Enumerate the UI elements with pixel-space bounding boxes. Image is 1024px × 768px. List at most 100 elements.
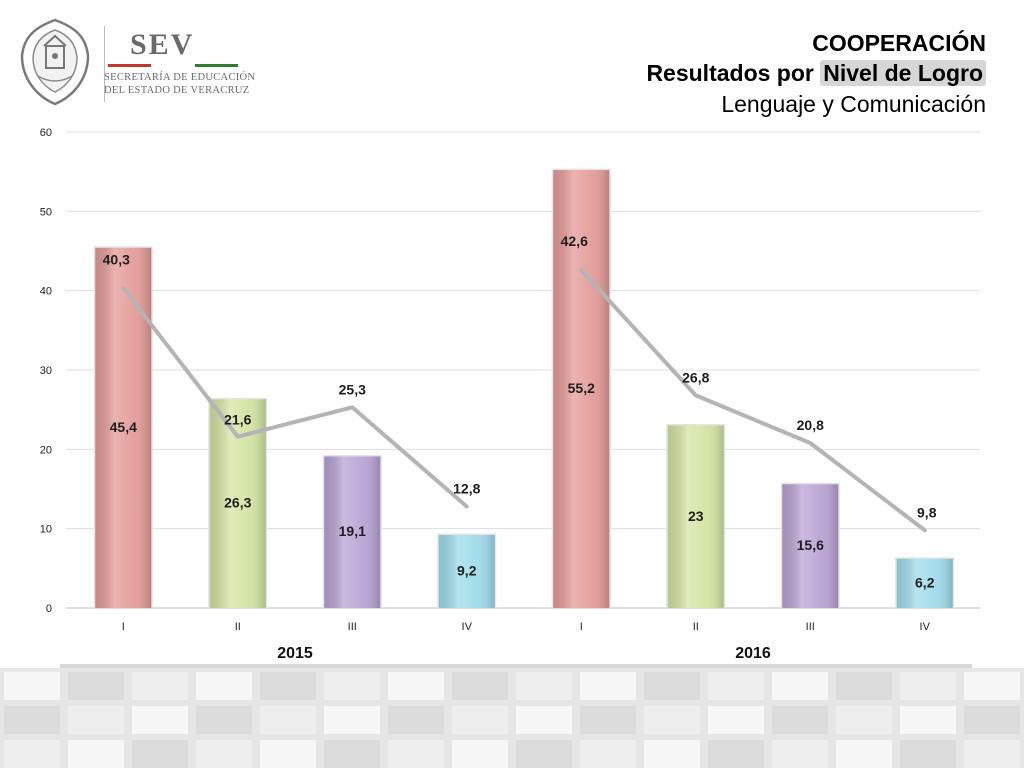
bar-value-label: 19,1	[339, 523, 366, 539]
footer-tile	[4, 706, 60, 734]
footer-tile	[580, 706, 636, 734]
y-tick-label: 30	[40, 365, 52, 377]
footer-tile	[260, 706, 316, 734]
footer-tile	[900, 706, 956, 734]
bar-shading	[553, 170, 610, 608]
line-series	[121, 286, 469, 509]
footer-tile	[964, 740, 1020, 768]
footer-tile	[772, 672, 828, 700]
bar-shading	[324, 456, 381, 608]
bar-shading	[896, 558, 953, 608]
bar-shading	[95, 247, 152, 608]
footer-tile	[388, 706, 444, 734]
x-tick-label: II	[235, 621, 241, 633]
title-block: COOPERACIÓN Resultados por Nivel de Logr…	[646, 28, 986, 120]
logo-sev-text: SEV	[130, 28, 195, 61]
footer-tile	[900, 672, 956, 700]
footer-tile	[452, 706, 508, 734]
footer-tile	[644, 740, 700, 768]
title-resultados: Resultados por Nivel de Logro	[646, 58, 986, 88]
y-tick-label: 0	[46, 603, 52, 615]
x-tick-label: II	[693, 621, 699, 633]
footer-tile	[964, 706, 1020, 734]
footer-tile	[516, 672, 572, 700]
bar-value-label: 45,4	[110, 419, 137, 435]
line-value-label: 12,8	[453, 480, 480, 496]
x-tick-label: III	[348, 621, 357, 633]
x-tick-label: IV	[920, 621, 931, 633]
footer-tile	[644, 672, 700, 700]
x-tick-label: I	[122, 621, 125, 633]
footer-tile	[708, 706, 764, 734]
footer-tile	[772, 706, 828, 734]
x-tick-label: III	[806, 621, 815, 633]
logo-line1: SECRETARÍA DE EDUCACIÓN	[104, 72, 256, 83]
footer-tile	[708, 672, 764, 700]
footer-tile	[196, 672, 252, 700]
logo-divider	[104, 26, 105, 102]
group-label: 2015	[277, 645, 313, 662]
footer-tile	[964, 672, 1020, 700]
title-cooperacion: COOPERACIÓN	[812, 30, 986, 56]
bar-value-label: 6,2	[915, 574, 935, 590]
line-value-label: 25,3	[339, 381, 366, 397]
y-tick-label: 60	[40, 127, 52, 139]
y-tick-label: 10	[40, 524, 52, 536]
line-value-label: 9,8	[917, 504, 937, 520]
footer-tile	[196, 740, 252, 768]
bar-shading	[438, 535, 495, 608]
footer-tile	[900, 740, 956, 768]
line-series	[579, 268, 927, 533]
line-value-label: 42,6	[561, 233, 588, 249]
footer-tile	[196, 706, 252, 734]
footer-tile	[132, 740, 188, 768]
footer-tile	[68, 740, 124, 768]
x-tick-label: IV	[462, 621, 473, 633]
bar-shading	[782, 484, 839, 608]
bar-value-label: 26,3	[224, 495, 251, 511]
footer-tile	[324, 740, 380, 768]
footer-tile	[516, 740, 572, 768]
footer-tile	[4, 672, 60, 700]
footer-tile	[132, 706, 188, 734]
footer-tile	[452, 672, 508, 700]
footer-tile	[324, 706, 380, 734]
veracruz-crest-icon	[20, 18, 90, 106]
footer-decoration	[0, 668, 1024, 768]
footer-tile	[388, 672, 444, 700]
bar-value-label: 15,6	[797, 537, 824, 553]
footer-tile	[580, 740, 636, 768]
y-tick-label: 20	[40, 444, 52, 456]
footer-tile	[516, 706, 572, 734]
footer-tile	[836, 706, 892, 734]
footer-tile	[708, 740, 764, 768]
bar-value-label: 23	[688, 508, 704, 524]
y-tick-label: 50	[40, 206, 52, 218]
chart-frame-bottom	[60, 664, 972, 668]
bar-value-label: 9,2	[457, 563, 477, 579]
footer-tile	[260, 672, 316, 700]
footer-tile	[324, 672, 380, 700]
footer-tile	[260, 740, 316, 768]
line-value-label: 21,6	[224, 412, 251, 428]
x-tick-label: I	[580, 621, 583, 633]
line-value-label: 26,8	[682, 369, 709, 385]
sev-logo: SEV SECRETARÍA DE EDUCACIÓN DEL ESTADO D…	[12, 12, 262, 112]
line-value-label: 40,3	[103, 251, 130, 267]
bar-shading	[667, 425, 724, 608]
footer-tile	[68, 672, 124, 700]
footer-tile	[4, 740, 60, 768]
footer-tile	[132, 672, 188, 700]
bar-value-label: 55,2	[568, 380, 595, 396]
title-subject: Lenguaje y Comunicación	[721, 91, 986, 117]
footer-tile	[388, 740, 444, 768]
footer-tile	[772, 740, 828, 768]
footer-tile	[68, 706, 124, 734]
achievement-level-chart: 010203040506045,4I26,3II19,1III9,2IV40,3…	[40, 127, 980, 668]
group-label: 2016	[735, 645, 771, 662]
logo-line2: DEL ESTADO DE VERACRUZ	[104, 85, 250, 96]
footer-tile	[836, 672, 892, 700]
title-prefix: Resultados por	[646, 60, 821, 86]
footer-tile	[644, 706, 700, 734]
footer-tile	[452, 740, 508, 768]
